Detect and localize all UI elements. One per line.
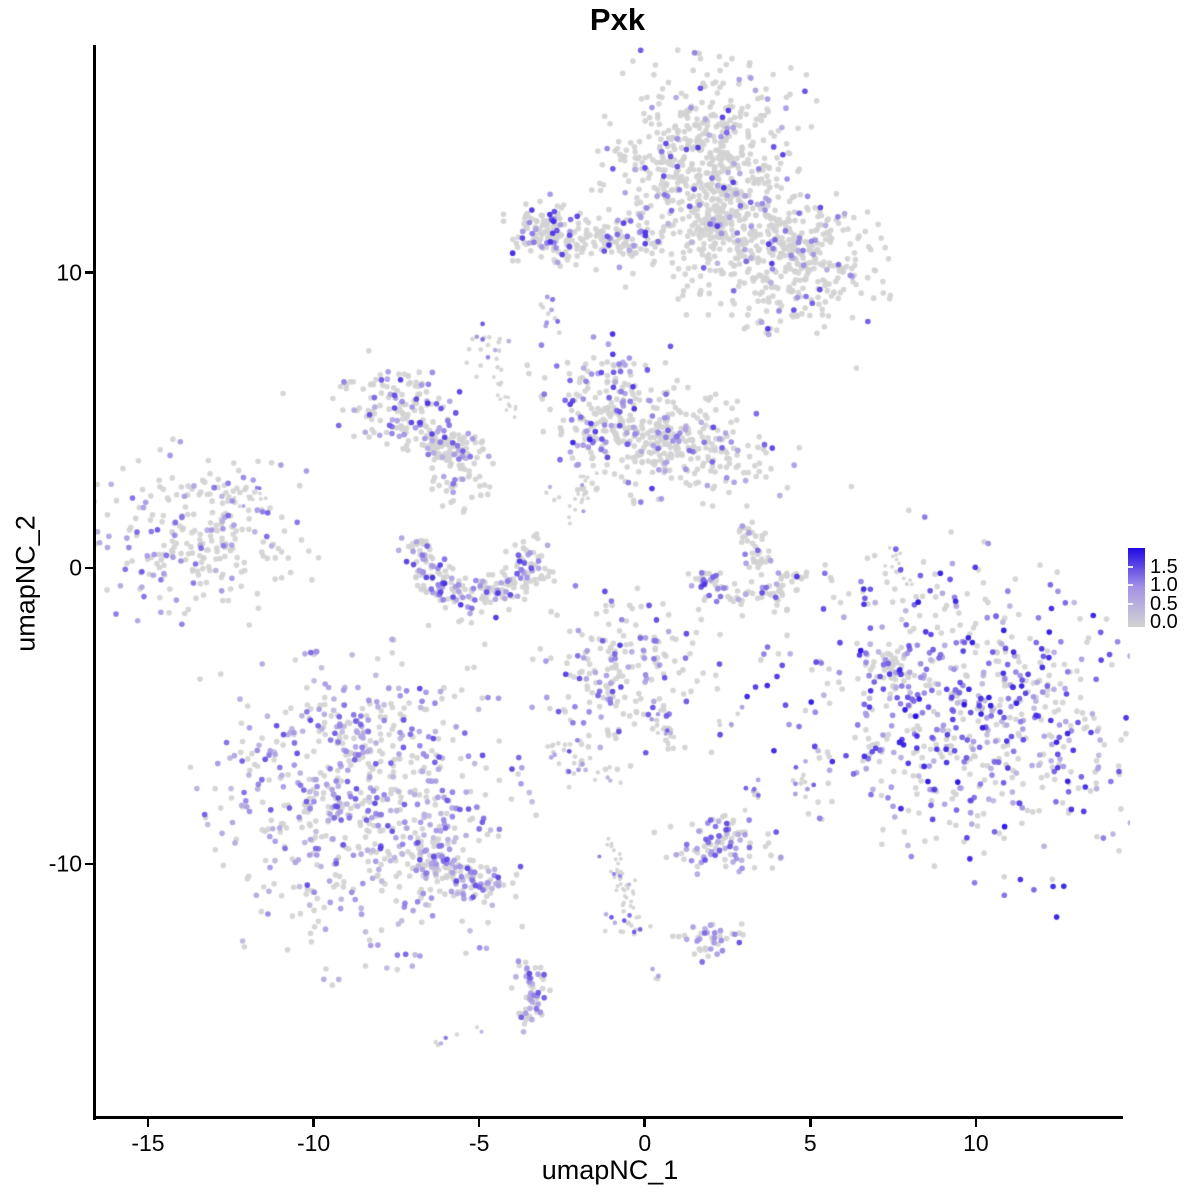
x-tick-label: -10 [296,1130,331,1156]
x-tick-label: 10 [963,1130,989,1156]
legend-tick-label: 0.0 [1150,611,1178,633]
legend-colorbar-tick [1128,602,1133,605]
y-tick-mark [85,566,93,570]
legend-colorbar-tick [1128,584,1133,587]
x-tick-label: -15 [131,1130,165,1156]
y-tick-mark [85,271,93,274]
y-tick-label: 10 [56,259,82,286]
x-tick-mark [974,1119,978,1127]
y-tick-mark [85,862,93,866]
y-tick-label: 0 [69,554,82,581]
legend-tick-label: 1.5 [1150,556,1178,578]
y-axis-title: umapNC_2 [10,515,41,652]
x-tick-mark [146,1119,150,1127]
legend-colorbar-tick [1128,566,1133,568]
x-axis-line [93,1116,1123,1119]
x-axis-title: umapNC_1 [541,1155,679,1185]
x-tick-label: 0 [638,1130,652,1156]
plot-title: Pxk [589,2,646,37]
y-axis-line [93,45,96,1120]
x-tick-mark [809,1119,812,1127]
y-tick-label: -10 [48,850,82,877]
x-tick-label: 5 [803,1130,817,1156]
x-tick-label: -5 [468,1130,490,1156]
x-tick-mark [643,1119,646,1127]
x-tick-mark [477,1119,481,1127]
legend-colorbar [1128,548,1145,627]
x-tick-mark [312,1119,315,1127]
legend-tick-label: 0.5 [1150,592,1178,615]
legend-colorbar-group: 1.5 1.0 0.5 0.0 [1124,540,1200,640]
legend-tick-label: 1.0 [1150,574,1178,597]
